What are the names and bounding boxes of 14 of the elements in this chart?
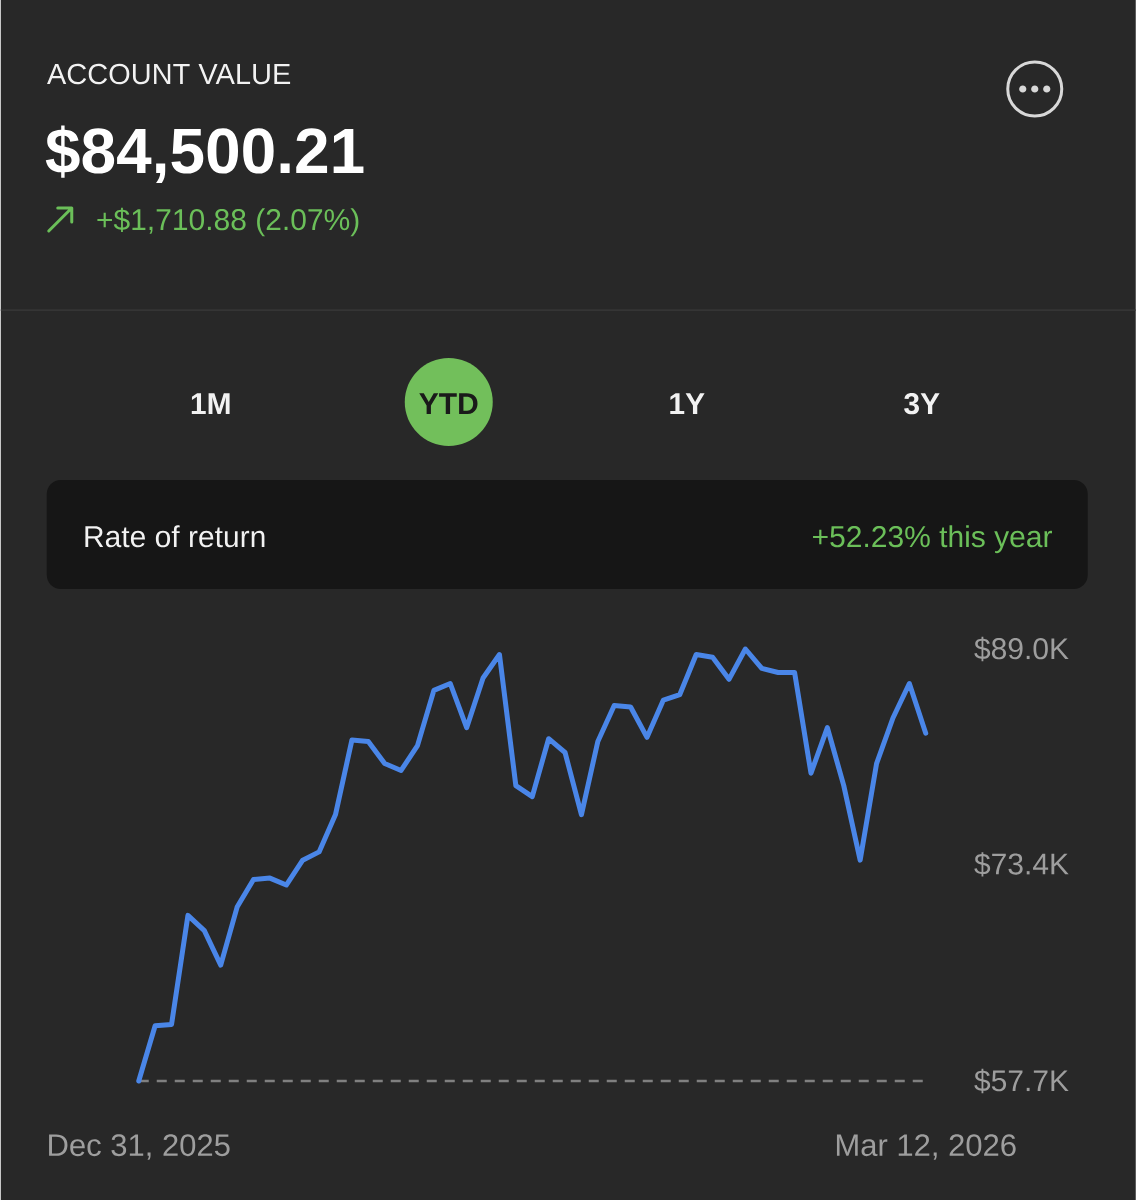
text: +52.23% this year <box>812 525 1052 554</box>
y-tick-label: $57.7K <box>974 1068 1069 1094</box>
text: 1Y <box>670 393 705 414</box>
x-tick-label: Dec 31, 2025 <box>48 1134 230 1160</box>
y-tick-label: $89.0K <box>974 636 1069 662</box>
text: Rate of return <box>85 525 265 548</box>
text: 1M <box>191 393 230 414</box>
x-tick-label: Mar 12, 2026 <box>836 1134 1016 1160</box>
text: 3Y <box>903 393 940 415</box>
text: +$1,710.88 (2.07%) <box>97 207 359 237</box>
y-tick-label: $73.4K <box>974 852 1069 877</box>
text: YTD <box>419 393 478 414</box>
chart-title: ACCOUNT VALUE <box>46 63 290 85</box>
chart-subtitle: $84,500.21 <box>45 125 364 183</box>
